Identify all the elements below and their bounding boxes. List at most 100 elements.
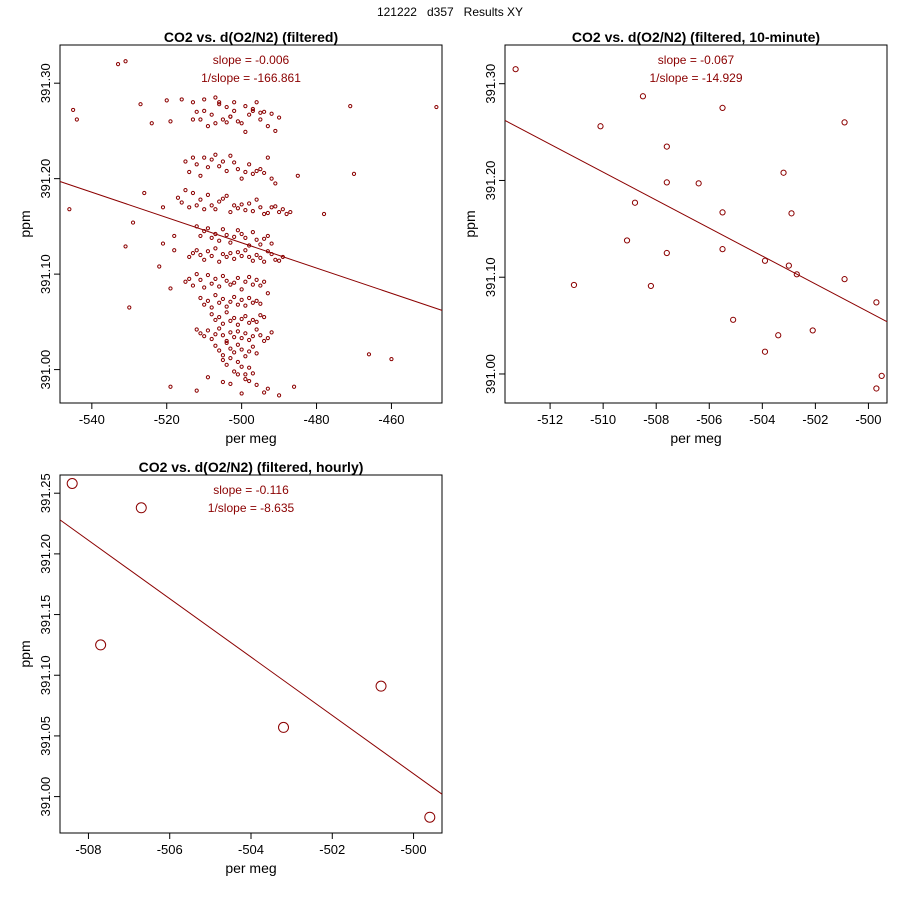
- chart-1-data-point: [190, 155, 196, 160]
- chart-3-data-point: [424, 811, 436, 823]
- chart-1-data-point: [254, 277, 259, 282]
- chart-1-data-point: [273, 257, 278, 262]
- chart-2-x-tick-label: -510: [590, 412, 616, 427]
- chart-1-data-point: [217, 164, 222, 169]
- chart-1-data-point: [198, 233, 203, 239]
- chart-1-data-point: [220, 273, 226, 279]
- chart-1-data-point: [198, 331, 203, 336]
- chart-3-x-tick-label: -502: [319, 842, 345, 857]
- chart-3-data-point: [95, 639, 107, 651]
- chart-1-data-point: [235, 250, 240, 255]
- chart-2-data-point: [873, 299, 880, 306]
- chart-1-data-point: [202, 108, 207, 113]
- chart-1-slope-label: slope = -0.006: [213, 53, 290, 67]
- chart-2-data-point: [780, 169, 787, 176]
- chart-1-data-point: [250, 106, 255, 112]
- chart-1-data-point: [262, 390, 267, 395]
- chart-1-data-point: [389, 356, 394, 362]
- chart-1-data-point: [262, 170, 267, 176]
- chart-1-x-tick-label: -460: [378, 412, 404, 427]
- chart-1-data-point: [220, 251, 226, 257]
- chart-1-data-point: [265, 124, 270, 129]
- chart-3-x-tick-label: -506: [157, 842, 183, 857]
- chart-1-data-point: [224, 362, 229, 367]
- chart-1-y-tick-label: 391.00: [38, 350, 53, 390]
- chart-1-data-point: [194, 327, 199, 332]
- chart-1-data-point: [213, 95, 218, 100]
- chart-1-data-point: [205, 192, 211, 197]
- chart-1-data-point: [115, 61, 121, 67]
- chart-1-data-point: [157, 264, 162, 269]
- chart-1-data-point: [276, 258, 282, 263]
- chart-2-data-point: [730, 316, 737, 323]
- chart-1-data-point: [228, 299, 233, 304]
- chart-1-data-point: [239, 335, 244, 341]
- chart-1-data-point: [224, 120, 229, 125]
- chart-1-data-point: [209, 281, 214, 286]
- chart-1-data-point: [254, 382, 259, 387]
- chart-1-data-point: [187, 254, 192, 260]
- chart-1-data-point: [198, 295, 203, 301]
- chart-1-data-point: [228, 381, 233, 387]
- chart-1-data-point: [220, 321, 226, 326]
- chart-1-data-point: [205, 124, 211, 129]
- chart-1-data-point: [232, 280, 237, 285]
- chart-1-data-point: [265, 155, 270, 160]
- chart-1-data-point: [232, 350, 237, 355]
- chart-2-data-point: [719, 104, 726, 111]
- chart-1-data-point: [250, 300, 255, 305]
- chart-1-data-point: [239, 347, 244, 352]
- chart-1-data-point: [269, 176, 274, 181]
- chart-2-y-tick-label: 391.10: [483, 257, 498, 297]
- chart-1-data-point: [228, 346, 233, 351]
- chart-1-data-point: [224, 193, 229, 198]
- chart-1-data-point: [130, 220, 136, 225]
- chart-1-data-point: [228, 282, 233, 287]
- chart-2-data-point: [841, 276, 848, 283]
- chart-1-data-point: [247, 295, 252, 301]
- chart-1-data-point: [183, 159, 188, 164]
- chart-1-data-point: [235, 342, 240, 347]
- chart-3-x-tick-label: -504: [238, 842, 264, 857]
- chart-1-x-tick-label: -520: [154, 412, 180, 427]
- chart-2-data-point: [761, 348, 769, 355]
- chart-1-data-point: [123, 59, 128, 64]
- chart-1-data-point: [202, 97, 207, 102]
- chart-2-data-point: [788, 210, 795, 217]
- chart-1-data-point: [224, 340, 229, 345]
- chart-1-data-point: [239, 364, 244, 369]
- chart-2-data-point: [663, 249, 670, 257]
- chart-1-data-point: [224, 254, 229, 260]
- chart-1-data-point: [247, 112, 252, 117]
- chart-2-data-point: [793, 271, 800, 278]
- chart-1-data-point: [235, 228, 240, 233]
- chart-1-data-point: [179, 97, 184, 102]
- chart-1-data-point: [262, 338, 267, 344]
- chart-1-data-point: [209, 305, 214, 310]
- chart-3-inverse-slope-label: 1/slope = -8.635: [208, 501, 295, 515]
- chart-1-data-point: [67, 207, 72, 212]
- chart-1-data-point: [209, 336, 214, 342]
- chart-1-data-point: [321, 211, 327, 217]
- chart-1-data-point: [239, 316, 244, 322]
- chart-1-data-point: [262, 109, 267, 114]
- chart-1-data-point: [243, 354, 248, 359]
- chart-1-data-point: [284, 211, 289, 217]
- chart-1-inverse-slope-label: 1/slope = -166.861: [201, 71, 301, 85]
- chart-1-data-point: [247, 274, 252, 280]
- chart-3-data-point: [375, 680, 387, 692]
- chart-1-data-point: [209, 312, 214, 317]
- chart-2-data-point: [639, 93, 647, 100]
- chart-1-data-point: [239, 121, 244, 126]
- chart-1-data-point: [232, 335, 237, 340]
- chart-3-y-tick-label: 391.25: [38, 473, 53, 513]
- chart-1-data-point: [247, 162, 252, 167]
- chart-3-y-tick-label: 391.10: [38, 655, 53, 695]
- chart-2-title: CO2 vs. d(O2/N2) (filtered, 10-minute): [572, 29, 820, 45]
- chart-3-x-axis-label: per meg: [225, 860, 276, 876]
- chart-1-data-point: [213, 343, 218, 348]
- chart-2-data-point: [663, 179, 670, 186]
- chart-1-data-point: [243, 103, 248, 109]
- chart-1-data-point: [187, 205, 192, 210]
